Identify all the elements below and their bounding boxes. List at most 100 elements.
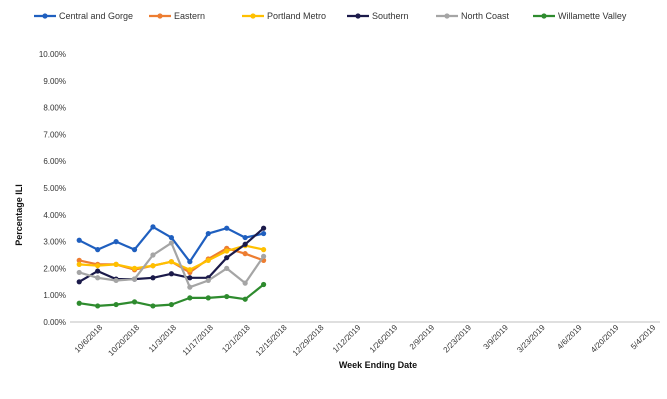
data-point (150, 224, 156, 230)
data-point (224, 225, 230, 231)
legend-item: Central and Gorge (34, 11, 133, 21)
series-central-and-gorge (76, 224, 267, 265)
x-axis-ticks: 10/6/2018 10/20/2018 11/3/2018 11/17/2018 12… (73, 323, 658, 358)
legend: Central and Gorge Eastern Portland Metro So… (34, 11, 627, 21)
y-tick-label: 4.00% (43, 211, 66, 220)
legend-label: Willamette Valley (558, 11, 627, 21)
y-tick-label: 6.00% (43, 157, 66, 166)
data-point (95, 303, 101, 309)
y-tick-label: 3.00% (43, 238, 66, 247)
data-point (150, 252, 156, 258)
legend-marker (541, 13, 547, 19)
legend-item: Eastern (149, 11, 205, 21)
legend-item: Willamette Valley (533, 11, 627, 21)
x-tick-label: 11/3/2018 (147, 323, 178, 354)
data-point (242, 234, 248, 241)
x-tick-label: 10/20/2018 (106, 323, 141, 358)
data-point (260, 225, 267, 231)
legend-marker (444, 13, 450, 19)
x-tick-label: 10/6/2018 (73, 323, 105, 355)
data-point (95, 275, 101, 281)
x-tick-label: 4/6/2019 (555, 323, 584, 352)
legend-label: Central and Gorge (59, 11, 133, 21)
data-point (242, 280, 248, 286)
data-point (131, 265, 138, 271)
x-tick-label: 1/12/2019 (331, 323, 363, 355)
data-point (187, 295, 193, 301)
data-point (76, 261, 82, 267)
x-tick-label: 5/4/2019 (629, 323, 658, 352)
legend-marker (42, 13, 48, 19)
data-point (113, 261, 119, 267)
data-point (168, 259, 175, 265)
y-axis-title: Percentage ILI (14, 184, 24, 246)
data-point (187, 259, 193, 265)
data-point (95, 268, 101, 274)
y-axis-ticks: 0.00% 1.00% 2.00% 3.00% 4.00% 5.00% 6.00% 7.00%… (39, 50, 66, 327)
data-point (150, 303, 156, 309)
data-point (242, 296, 248, 302)
data-point (113, 301, 119, 308)
data-point (95, 263, 101, 269)
series-line (79, 244, 264, 271)
data-point (205, 295, 211, 301)
x-axis-title: Week Ending Date (339, 360, 417, 370)
data-point (224, 265, 230, 271)
y-tick-label: 1.00% (43, 291, 66, 300)
data-point (76, 279, 82, 285)
data-point (260, 247, 267, 253)
data-point (76, 257, 82, 263)
data-point (260, 230, 267, 237)
data-point (205, 230, 211, 237)
y-tick-label: 0.00% (43, 318, 66, 327)
series-layer (76, 224, 267, 309)
data-point (150, 263, 156, 269)
legend-marker (355, 13, 361, 19)
legend-label: Southern (372, 11, 409, 21)
legend-marker (157, 13, 163, 19)
data-point (168, 271, 175, 277)
x-tick-label: 12/15/2018 (254, 323, 289, 358)
data-point (150, 275, 156, 281)
legend-label: Portland Metro (267, 11, 326, 21)
data-point (224, 255, 230, 261)
data-point (131, 247, 138, 253)
data-point (187, 267, 193, 273)
data-point (187, 275, 193, 281)
legend-label: North Coast (461, 11, 510, 21)
x-tick-label: 3/23/2019 (515, 323, 547, 355)
y-tick-label: 2.00% (43, 264, 66, 273)
data-point (131, 299, 138, 305)
legend-item: Portland Metro (242, 11, 326, 21)
data-point (131, 276, 138, 282)
x-tick-label: 4/20/2019 (589, 323, 621, 355)
data-point (95, 247, 101, 253)
data-point (76, 269, 82, 276)
legend-item: North Coast (436, 11, 510, 21)
data-point (224, 248, 230, 254)
data-point (242, 251, 248, 257)
data-point (242, 241, 248, 247)
data-point (168, 234, 175, 241)
data-point (260, 281, 267, 288)
data-point (205, 277, 211, 284)
data-point (76, 237, 82, 243)
data-point (260, 253, 267, 259)
y-tick-label: 10.00% (39, 50, 66, 59)
data-point (187, 284, 193, 290)
legend-marker (250, 13, 256, 19)
data-point (224, 293, 230, 300)
y-tick-label: 7.00% (43, 130, 66, 139)
x-tick-label: 11/17/2018 (181, 323, 216, 358)
data-point (168, 240, 175, 246)
y-tick-label: 5.00% (43, 184, 66, 193)
x-tick-label: 2/9/2019 (408, 323, 437, 352)
y-tick-label: 9.00% (43, 77, 66, 86)
data-point (168, 301, 175, 308)
y-tick-label: 8.00% (43, 104, 66, 113)
legend-item: Southern (347, 11, 409, 21)
x-tick-label: 12/29/2018 (291, 323, 326, 358)
legend-label: Eastern (174, 11, 205, 21)
data-point (113, 239, 119, 245)
